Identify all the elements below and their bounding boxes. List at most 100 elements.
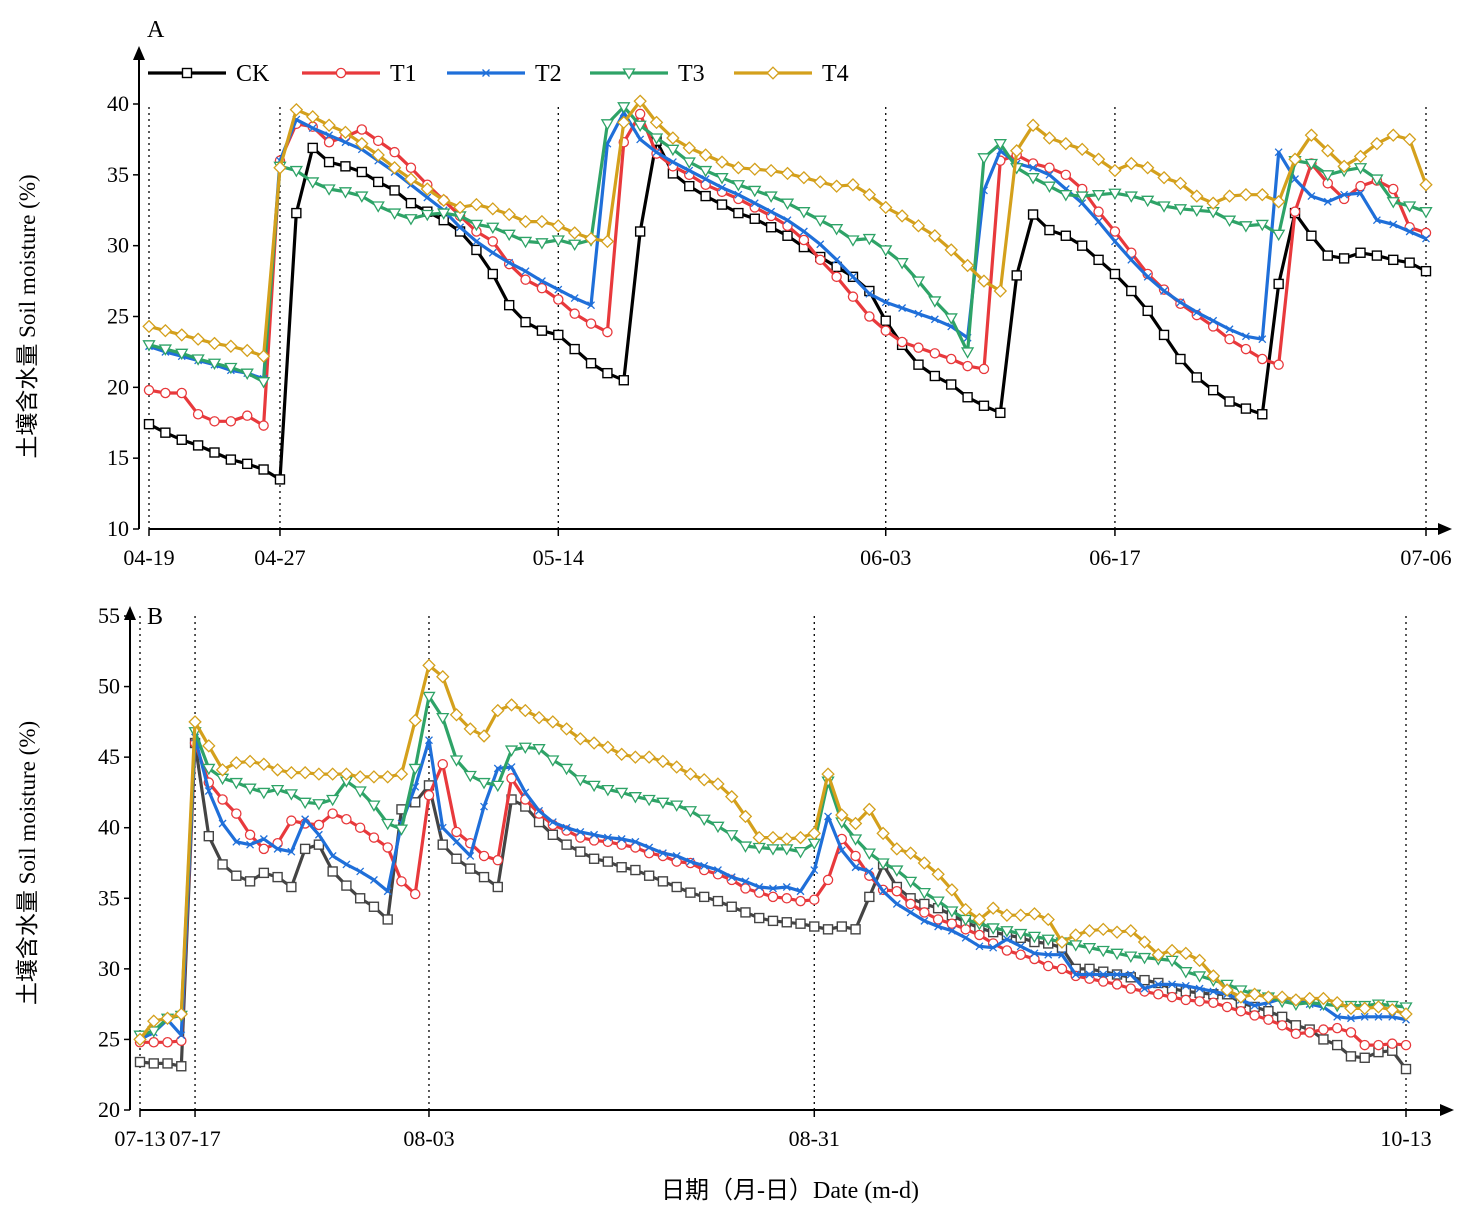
point-b-t3-36 [628,792,643,804]
point-a-ck-45 [880,315,891,326]
point-a-ck-51 [978,400,990,411]
point-a-t3-20 [469,219,484,232]
point-a-t1-49 [945,353,957,365]
point-a-t2-45 [881,298,890,307]
point-a-t3-4 [207,358,222,371]
y-tick-label-a-15: 15 [107,445,129,470]
point-b-t4-67 [1055,935,1069,949]
point-b-t3-54 [876,858,890,870]
point-b-ck-29 [533,816,545,828]
point-a-t4-49 [944,243,958,257]
point-a-t3-33 [682,157,696,169]
point-a-t4-13 [355,136,369,151]
point-b-t1-6 [217,794,228,805]
point-a-t4-9 [289,102,304,117]
point-b-t4-26 [491,703,505,718]
point-b-t3-9 [257,787,271,800]
point-b-t2-29-b [535,806,544,815]
point-a-t1-24 [536,282,548,294]
point-a-t3-23 [518,236,533,249]
point-b-t2-26 [493,764,502,773]
point-b-t2-47-b [782,883,791,891]
point-a-t2-21-b [488,248,497,257]
point-b-ck-82 [1263,1006,1274,1017]
point-a-t1-69 [1273,359,1284,370]
point-b-t1-11 [286,815,297,826]
point-a-ck-69 [1273,278,1284,290]
point-b-t2-35 [617,835,626,843]
point-b-t1-87 [1331,1022,1343,1034]
point-a-t3-0 [142,340,156,352]
point-b-t3-18 [381,818,395,831]
point-a-t3-38 [764,191,778,203]
point-a-t1-6 [241,410,253,421]
point-b-t1-63 [1001,945,1013,956]
point-b-t1-26 [492,854,504,866]
point-a-t4-53 [1009,144,1024,158]
point-b-t2-76 [1181,981,1190,990]
point-b-t2-53-b [865,867,874,876]
point-b-t4-68 [1069,928,1083,942]
point-a-t2-58-b [1094,217,1103,226]
point-b-t2-42 [713,866,722,875]
point-a-t1-16 [405,162,417,173]
point-b-ck-50 [822,924,834,935]
point-a-t4-50 [960,258,975,273]
point-b-t2-66 [1044,950,1053,959]
point-b-t4-80 [1234,990,1248,1004]
point-b-t1-91 [1386,1038,1398,1049]
point-b-t1-16 [354,822,366,833]
legend-marker-t4 [766,66,780,80]
point-b-t3-17 [367,800,381,812]
point-b-t1-2 [162,1037,173,1048]
point-b-t4-36 [628,750,643,764]
y-axis-arrow-a [133,46,145,60]
point-a-t2-30 [636,135,645,144]
point-b-t2-24-b [466,851,475,860]
point-b-t2-12 [301,815,310,824]
point-a-t3-35 [715,173,729,185]
point-a-t1-51 [978,363,990,375]
legend-marker-ck [181,67,193,79]
point-a-ck-55 [1044,224,1055,236]
point-b-ck-49 [809,921,820,932]
point-a-t3-63 [1173,204,1188,216]
point-b-t2-41 [700,861,709,870]
point-b-t2-43 [727,873,736,882]
point-a-t4-36 [731,161,746,175]
point-b-ck-25 [478,871,490,883]
point-b-t3-77 [1192,971,1207,983]
point-b-t2-29 [535,806,544,815]
point-a-t3-68 [1255,219,1269,232]
point-a-t4-32 [666,131,680,145]
point-a-t2-42 [832,255,841,264]
point-b-t4-23 [449,708,464,722]
point-a-t2-36 [734,190,743,199]
point-a-t2-57-b [1078,199,1087,208]
point-b-t2-13-b [314,830,323,839]
point-a-t4-51 [977,274,991,288]
point-b-t4-4 [188,715,202,729]
point-a-ck-5 [225,454,237,465]
point-b-t3-37 [642,794,656,807]
point-b-t2-77-b [1195,984,1204,993]
point-b-t2-3-b [177,1031,186,1040]
point-b-t2-59 [947,926,956,935]
point-b-t4-65 [1027,907,1042,921]
point-a-t2-73-b [1340,190,1349,199]
point-a-ck-34 [700,190,711,202]
point-b-ck-32 [575,846,586,857]
point-a-t3-2 [175,348,189,361]
point-b-t4-40 [683,767,698,781]
point-a-t3-3 [191,354,205,366]
point-a-t4-78 [1419,178,1433,192]
point-b-t4-82 [1261,990,1276,1004]
point-a-ck-61 [1142,305,1153,317]
point-a-t1-42 [831,271,842,283]
point-a-t3-62 [1157,201,1171,213]
point-b-t2-74 [1154,980,1163,989]
point-a-t4-44 [862,187,877,202]
point-a-t4-15 [387,161,402,175]
point-b-t2-89 [1360,1012,1369,1021]
point-b-t2-22 [438,823,447,832]
